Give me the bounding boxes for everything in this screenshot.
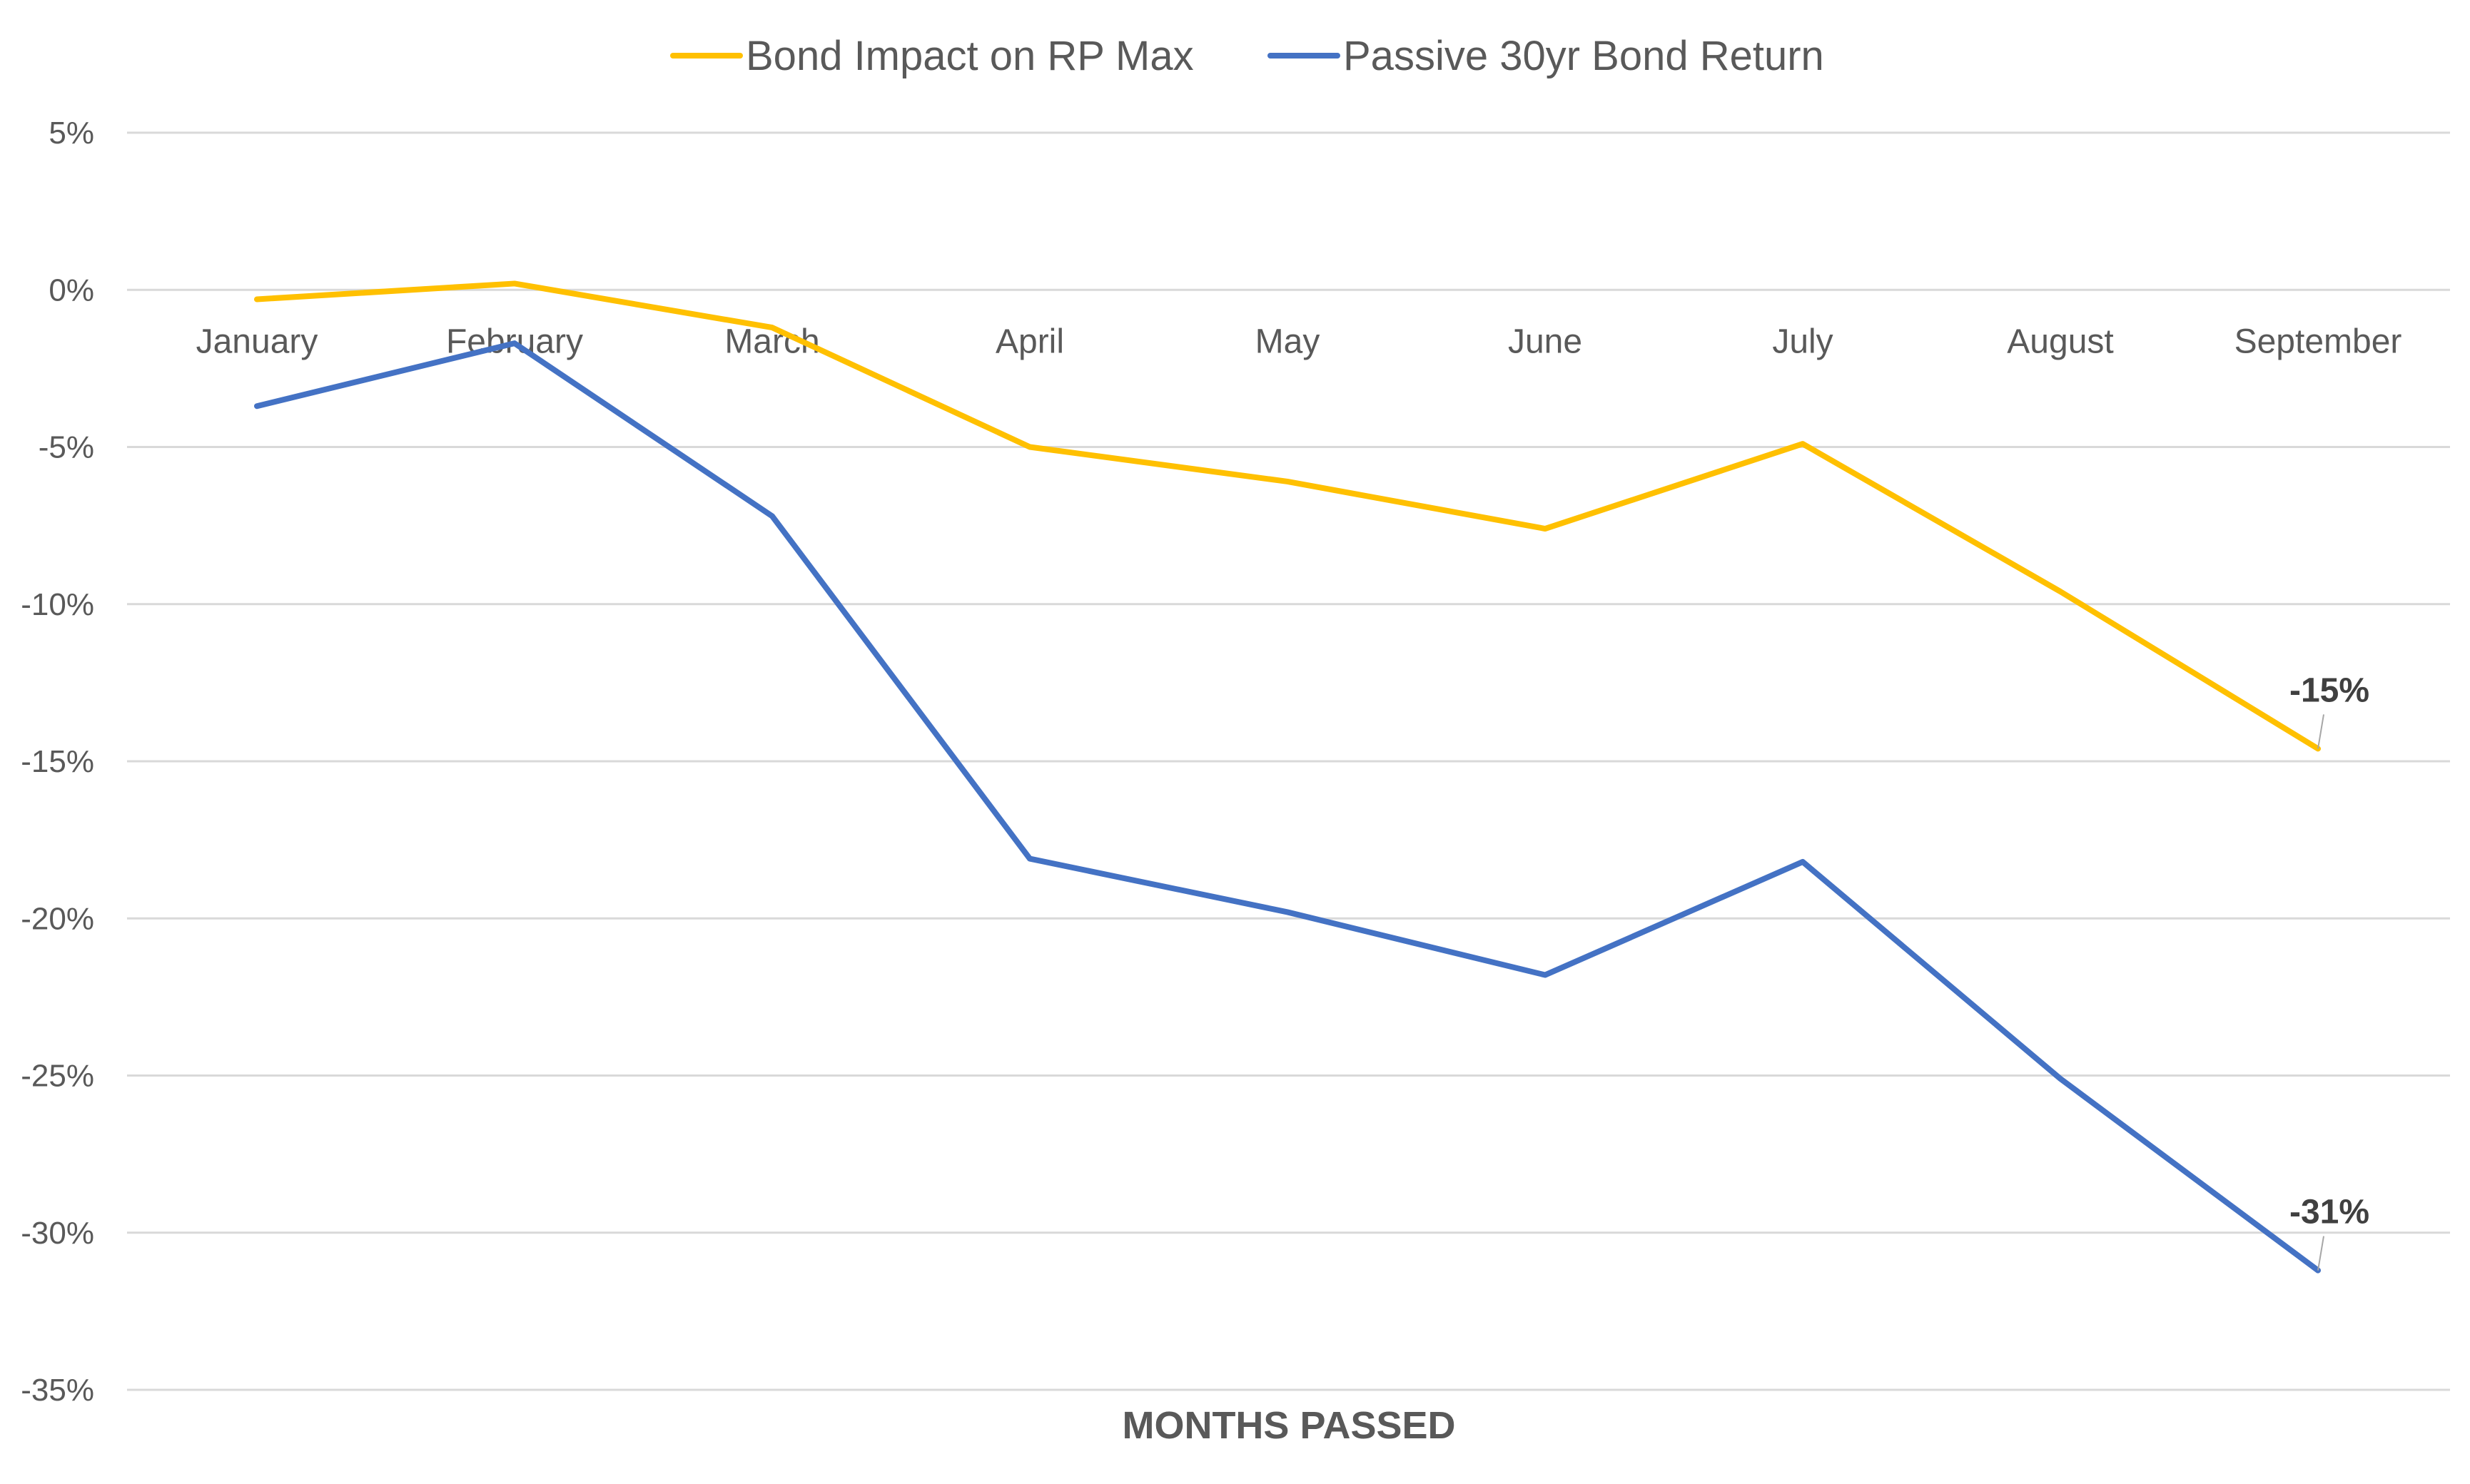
data-label-leader-2 xyxy=(2317,1236,2324,1271)
x-tick-label: April xyxy=(996,322,1064,360)
y-tick-label: -35% xyxy=(21,1373,94,1408)
y-tick-label: 5% xyxy=(49,116,94,151)
y-tick-label: 0% xyxy=(49,273,94,308)
x-tick-label: January xyxy=(196,322,318,360)
grid-layer xyxy=(127,131,2450,1391)
data-labels: -15% -31% xyxy=(2289,671,2369,1271)
x-tick-label: August xyxy=(2007,322,2113,360)
x-tick-label: September xyxy=(2234,322,2402,360)
x-tick-label: June xyxy=(1508,322,1582,360)
series-lines xyxy=(254,280,2321,1274)
y-tick-label: -30% xyxy=(21,1216,94,1251)
x-tick-label: May xyxy=(1255,322,1320,360)
series-2-end-label: -31% xyxy=(2289,1194,2369,1231)
y-tick-label: -25% xyxy=(21,1059,94,1094)
y-tick-label: -10% xyxy=(21,587,94,622)
x-axis-title: MONTHS PASSED xyxy=(1122,1404,1455,1447)
legend-label-1: Bond Impact on RP Max xyxy=(746,33,1194,79)
legend: Bond Impact on RP Max Passive 30yr Bond R… xyxy=(670,33,1824,79)
y-axis-ticks: 5% 0% -5% -10% -15% -20% -25% -30% -35% xyxy=(21,116,94,1408)
y-tick-label: -20% xyxy=(21,901,94,936)
x-tick-label: July xyxy=(1772,322,1833,360)
series-1-end-label: -15% xyxy=(2289,671,2369,709)
y-tick-label: -5% xyxy=(39,430,94,465)
y-tick-label: -15% xyxy=(21,744,94,779)
legend-label-2: Passive 30yr Bond Return xyxy=(1343,33,1824,79)
data-label-leader-1 xyxy=(2317,714,2324,749)
